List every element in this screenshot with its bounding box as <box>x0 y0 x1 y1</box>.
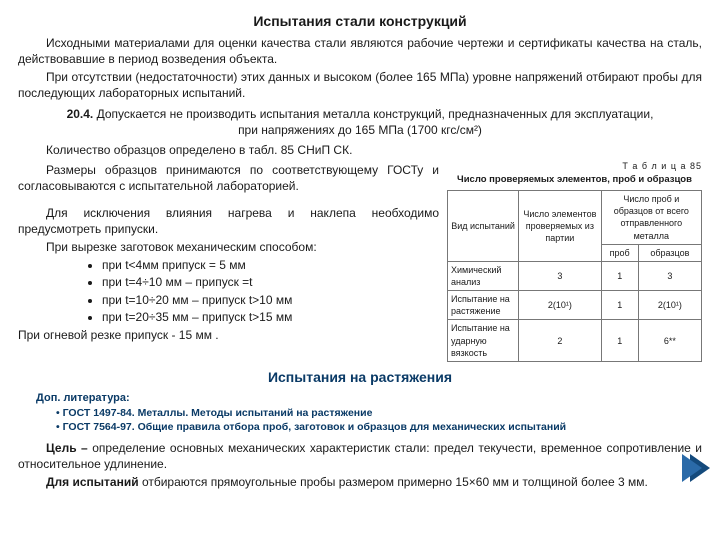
table-row: Вид испытаний Число элементов проверяемы… <box>448 191 702 245</box>
list-item: при t=20÷35 мм – припуск t>15 мм <box>102 309 439 325</box>
paragraph-4: Размеры образцов принимаются по соответс… <box>18 162 439 194</box>
table-row: Испытание на ударную вязкость 2 1 6** <box>448 320 702 361</box>
ref-item: • ГОСТ 1497-84. Металлы. Методы испытани… <box>56 406 702 420</box>
page-title: Испытания стали конструкций <box>18 12 702 31</box>
list-item: при t<4мм припуск = 5 мм <box>102 257 439 273</box>
col-header: Число элементов проверяемых из партии <box>519 191 602 262</box>
table-title: Число проверяемых элементов, проб и обра… <box>447 174 702 187</box>
paragraph-7: При огневой резке припуск - 15 мм . <box>18 327 439 343</box>
cell: 1 <box>601 291 638 320</box>
cell: 2 <box>519 320 602 361</box>
bullet-list: при t<4мм припуск = 5 мм при t=4÷10 мм –… <box>62 257 439 325</box>
table-85: Т а б л и ц а 85 Число проверяемых элеме… <box>447 160 702 362</box>
cell: Химический анализ <box>448 261 519 290</box>
quote-text: Допускается не производить испытания мет… <box>93 107 653 137</box>
refs-heading: Доп. литература: <box>36 391 702 406</box>
list-item: при t=4÷10 мм – припуск =t <box>102 274 439 290</box>
cell: Испытание на ударную вязкость <box>448 320 519 361</box>
table-row: Химический анализ 3 1 3 <box>448 261 702 290</box>
cell: 6** <box>638 320 701 361</box>
next-arrow-icon[interactable] <box>690 454 710 482</box>
table-caption: Т а б л и ц а 85 <box>447 160 702 172</box>
paragraph-2: При отсутствии (недостаточности) этих да… <box>18 69 702 101</box>
cell: 1 <box>601 320 638 361</box>
col-subheader: проб <box>601 244 638 261</box>
cell: Испытание на растяжение <box>448 291 519 320</box>
cell: 2(10¹) <box>638 291 701 320</box>
paragraph-5: Для исключения влияния нагрева и наклепа… <box>18 205 439 237</box>
paragraph-3: Количество образцов определено в табл. 8… <box>18 142 702 158</box>
test-text: отбираются прямоугольные пробы размером … <box>139 475 648 489</box>
cell: 1 <box>601 261 638 290</box>
ref-item: • ГОСТ 7564-97. Общие правила отбора про… <box>56 420 702 434</box>
goal-text: определение основных механических характ… <box>18 441 702 471</box>
center-quote: 20.4. Допускается не производить испытан… <box>58 106 662 138</box>
cell: 2(10¹) <box>519 291 602 320</box>
cell: 3 <box>519 261 602 290</box>
goal-label: Цель – <box>46 441 88 455</box>
paragraph-1: Исходными материалами для оценки качеств… <box>18 35 702 67</box>
col-subheader: образцов <box>638 244 701 261</box>
references: Доп. литература: • ГОСТ 1497-84. Металлы… <box>36 391 702 434</box>
section-title-tension: Испытания на растяжения <box>18 368 702 387</box>
test-label: Для испытаний <box>46 475 139 489</box>
samples-table: Вид испытаний Число элементов проверяемы… <box>447 190 702 362</box>
col-header: Вид испытаний <box>448 191 519 262</box>
paragraph-9: Для испытаний отбираются прямоугольные п… <box>18 474 702 490</box>
paragraph-8: Цель – определение основных механических… <box>18 440 702 472</box>
quote-num: 20.4. <box>67 107 94 121</box>
col-header: Число проб и образцов от всего отправлен… <box>601 191 701 245</box>
list-item: при t=10÷20 мм – припуск t>10 мм <box>102 292 439 308</box>
cell: 3 <box>638 261 701 290</box>
paragraph-6: При вырезке заготовок механическим спосо… <box>18 239 439 255</box>
table-row: Испытание на растяжение 2(10¹) 1 2(10¹) <box>448 291 702 320</box>
